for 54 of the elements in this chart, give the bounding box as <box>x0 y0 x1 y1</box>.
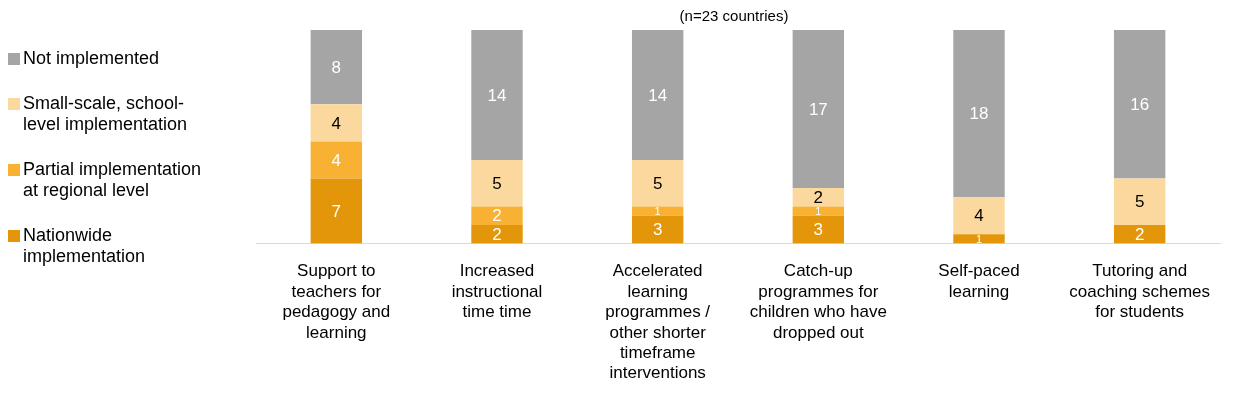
legend-label: Small-scale, school-level implementation <box>23 93 189 135</box>
data-label: 2 <box>813 187 824 207</box>
data-label: 18 <box>969 104 989 124</box>
legend-label: Not implemented <box>23 48 161 69</box>
bar <box>953 234 1005 244</box>
bar <box>631 160 684 207</box>
data-label: 3 <box>652 220 663 240</box>
bar <box>953 30 1005 198</box>
bar <box>631 206 684 216</box>
data-label: 14 <box>648 85 668 105</box>
data-label: 4 <box>331 150 342 170</box>
data-label: 7 <box>331 201 342 221</box>
data-label: 5 <box>652 173 663 193</box>
bar <box>1113 30 1166 179</box>
bar <box>471 206 523 226</box>
chart-subtitle: (n=23 countries) <box>679 7 789 25</box>
x-tick-label: Tutoring and coaching schemes for students <box>1069 261 1211 322</box>
data-label: 1 <box>815 205 822 218</box>
x-tick-label: Increased instructional time time <box>451 261 543 322</box>
data-label: 3 <box>813 220 824 240</box>
bar <box>310 141 363 179</box>
data-label: 14 <box>487 85 507 105</box>
x-tick-label: Accelerated learning programmes / other shorter timeframe interventions <box>605 261 711 383</box>
data-label: 17 <box>808 99 828 119</box>
bar <box>471 225 523 244</box>
x-tick-label: Catch-up programmes for children who have dropped out <box>749 261 887 342</box>
data-label: 1 <box>654 205 661 218</box>
bar <box>631 215 684 244</box>
data-label: 2 <box>492 225 502 244</box>
bar <box>953 197 1005 235</box>
bar <box>310 178 363 244</box>
bar <box>792 206 845 216</box>
bar <box>310 104 363 142</box>
bar <box>1113 225 1166 244</box>
legend-label: Partial implementation at regional level <box>23 159 203 201</box>
bar <box>310 30 363 105</box>
bar <box>1113 178 1166 226</box>
data-label: 5 <box>1134 192 1145 212</box>
x-tick-label: Self-paced learning <box>938 261 1020 301</box>
bar <box>471 160 523 207</box>
data-label: 8 <box>331 57 342 77</box>
data-label: 2 <box>1134 225 1145 244</box>
data-label: 16 <box>1130 94 1150 114</box>
data-label: 4 <box>331 113 342 133</box>
bar <box>471 30 523 161</box>
data-label: 5 <box>492 173 502 193</box>
x-tick-label: Support to teachers for pedagogy and learning <box>282 261 391 342</box>
bar <box>792 30 845 188</box>
data-label: 4 <box>974 206 984 226</box>
bar <box>792 215 845 244</box>
legend-label: Nationwide implementation <box>23 225 147 267</box>
data-label: 1 <box>975 232 983 245</box>
bar <box>631 30 684 161</box>
data-label: 2 <box>492 206 502 226</box>
